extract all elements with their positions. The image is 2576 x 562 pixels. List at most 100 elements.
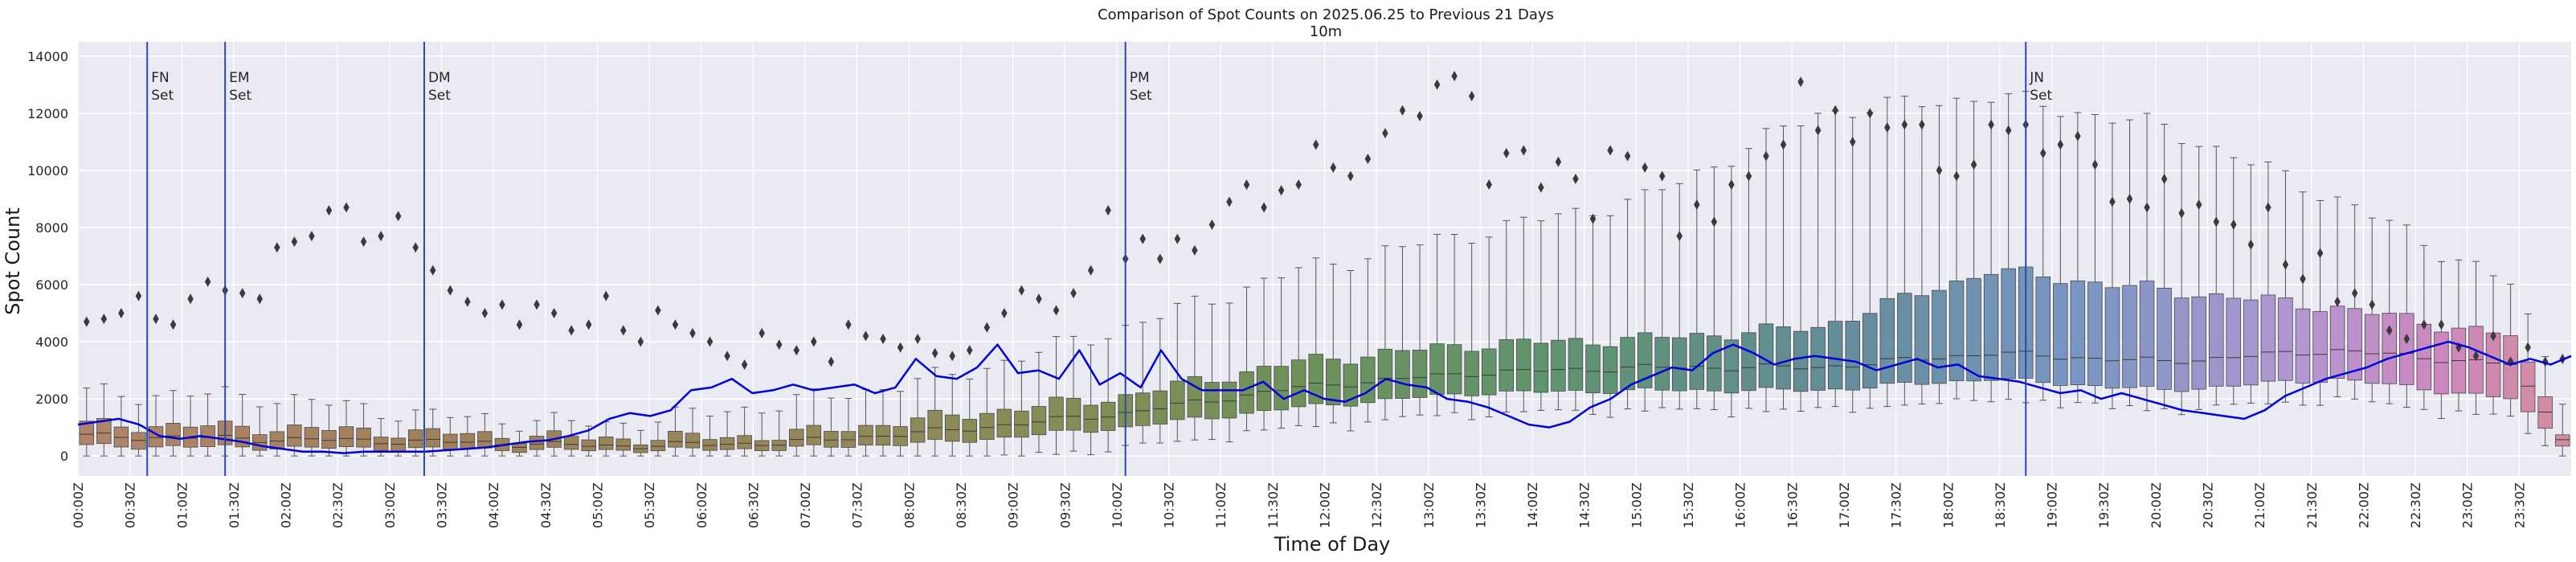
box-body — [2243, 299, 2259, 386]
box-body — [1412, 349, 1428, 398]
outlier-point — [2057, 139, 2064, 150]
outlier-point — [481, 308, 489, 318]
box-body — [1672, 337, 1687, 392]
box-body — [304, 427, 320, 448]
x-tick-label: 05:30Z — [642, 482, 657, 528]
outlier-point — [1832, 105, 1838, 116]
x-tick-label: 15:30Z — [1681, 482, 1696, 528]
outlier-point — [360, 236, 367, 248]
outlier-point — [1572, 174, 1579, 185]
outlier-point — [1884, 122, 1891, 133]
box-body — [1049, 396, 1064, 431]
box-body — [1187, 376, 1203, 418]
box-body — [1290, 359, 1306, 408]
box-body — [806, 425, 822, 445]
box-body — [1464, 351, 1479, 396]
outlier-point — [1036, 293, 1042, 305]
x-tick-label: 22:00Z — [2356, 482, 2371, 528]
box-body — [1239, 371, 1254, 414]
outlier-point — [1157, 253, 1163, 265]
outlier-point — [1053, 305, 1060, 316]
outlier-point — [2300, 273, 2306, 285]
box-body — [685, 433, 701, 449]
y-tick-label: 10000 — [27, 163, 68, 178]
box-body — [338, 426, 354, 447]
outlier-point — [2005, 125, 2012, 136]
outlier-point — [568, 325, 574, 336]
outlier-point — [758, 327, 765, 338]
box-body — [425, 428, 440, 448]
outlier-point — [343, 202, 350, 213]
outlier-point — [1226, 196, 1233, 207]
box-body — [1135, 392, 1151, 426]
outlier-point — [534, 299, 540, 310]
outlier-point — [1261, 202, 1267, 213]
annotation-label: PM — [1130, 70, 1150, 86]
box-body — [1031, 406, 1047, 436]
outlier-point — [309, 231, 315, 242]
box-body — [79, 420, 95, 445]
outlier-point — [1676, 231, 1683, 242]
box-body — [1741, 332, 1756, 392]
x-tick-label: 08:30Z — [954, 482, 969, 528]
x-tick-label: 09:00Z — [1006, 482, 1021, 528]
outlier-point — [1174, 233, 1181, 244]
outlier-point — [931, 347, 938, 359]
box-body — [2278, 297, 2293, 381]
box-body — [2001, 268, 2016, 379]
outlier-point — [1451, 71, 1458, 82]
x-tick-label: 19:30Z — [2096, 482, 2112, 528]
outlier-point — [1936, 165, 1943, 176]
box-body — [1256, 366, 1272, 411]
x-tick-label: 21:30Z — [2304, 482, 2320, 528]
outlier-point — [2091, 159, 2099, 170]
box-body — [1879, 297, 1895, 384]
outlier-point — [2230, 219, 2237, 230]
chart-subtitle: 10m — [1310, 23, 1342, 40]
outlier-point — [2403, 333, 2410, 344]
outlier-point — [550, 308, 558, 318]
outlier-point — [84, 316, 90, 327]
outlier-point — [1295, 179, 1302, 191]
outlier-point — [1988, 119, 1994, 130]
outlier-point — [1243, 179, 1250, 191]
box-body — [1654, 337, 1670, 391]
x-tick-label: 00:30Z — [123, 482, 138, 528]
outlier-point — [1433, 79, 1441, 90]
outlier-point — [2126, 193, 2133, 204]
outlier-point — [100, 314, 108, 325]
box-body — [1776, 326, 1791, 390]
x-tick-label: 13:30Z — [1473, 482, 1488, 528]
outlier-point — [2490, 330, 2496, 342]
box-body — [1568, 338, 1584, 391]
box-body — [1429, 343, 1445, 395]
outlier-point — [1192, 244, 1198, 256]
y-tick-label: 4000 — [35, 334, 68, 350]
box-body — [2087, 281, 2103, 387]
outlier-point — [1312, 139, 1319, 150]
box-body — [1014, 410, 1029, 438]
outlier-point — [2525, 342, 2531, 353]
box-body — [2554, 434, 2570, 447]
x-tick-label: 20:30Z — [2200, 482, 2215, 528]
x-tick-label: 01:30Z — [227, 482, 242, 528]
outlier-point — [118, 308, 125, 318]
outlier-point — [1901, 119, 1908, 130]
box-body — [2053, 283, 2068, 386]
box-body — [1170, 380, 1185, 420]
box-body — [2537, 396, 2553, 429]
outlier-point — [1814, 125, 1822, 136]
outlier-point — [897, 342, 904, 353]
outlier-point — [741, 359, 748, 370]
outlier-point — [395, 211, 402, 222]
outlier-point — [378, 231, 384, 242]
outlier-point — [1503, 148, 1510, 159]
box-body — [2416, 323, 2432, 391]
outlier-point — [1763, 150, 1769, 162]
outlier-point — [1347, 170, 1354, 182]
y-tick-label: 14000 — [27, 49, 68, 64]
outlier-point — [291, 236, 298, 248]
outlier-point — [1520, 145, 1527, 156]
box-body — [944, 414, 960, 442]
box-body — [1221, 381, 1237, 419]
